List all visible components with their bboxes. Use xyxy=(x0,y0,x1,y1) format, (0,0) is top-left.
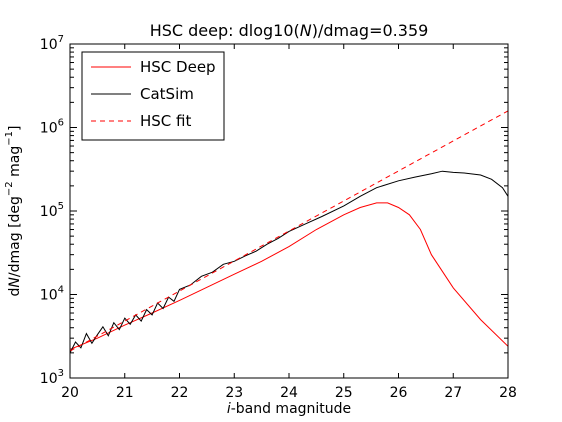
x-tick-label-4: 24 xyxy=(280,385,298,401)
chart-title: HSC deep: dlog10(N)/dmag=0.359 xyxy=(150,21,429,40)
series-lines xyxy=(70,110,508,354)
y-tick-label-3: 106 xyxy=(40,118,64,137)
y-tick-label-1: 104 xyxy=(40,285,64,304)
x-tick-label-5: 25 xyxy=(335,385,353,401)
series-line-hsc-fit xyxy=(70,110,508,352)
chart-title-suffix: )/dmag=0.359 xyxy=(312,21,429,40)
x-tick-label-8: 28 xyxy=(499,385,517,401)
legend: HSC Deep CatSim HSC fit xyxy=(81,51,225,141)
plot-frame xyxy=(69,43,509,379)
x-tick-label-6: 26 xyxy=(390,385,408,401)
y-tick-base-1: 10 xyxy=(40,288,58,304)
legend-label-2: HSC fit xyxy=(140,112,191,130)
y-tick-base-2: 10 xyxy=(40,204,58,220)
x-axis-label: i-band magnitude xyxy=(227,401,351,417)
x-tick-label-7: 27 xyxy=(444,385,462,401)
x-tick-label-0: 20 xyxy=(61,385,79,401)
series-line-hsc-deep xyxy=(70,202,508,350)
y-axis-label-symbol: N xyxy=(7,277,23,288)
y-tick-base-3: 10 xyxy=(40,121,58,137)
legend-label-1: CatSim xyxy=(140,85,194,103)
y-axis-label-exp2: −1 xyxy=(4,131,15,146)
y-axis-label-main: /dmag [deg xyxy=(7,196,23,277)
legend-label-0: HSC Deep xyxy=(140,58,216,76)
x-axis-label-symbol: i xyxy=(227,401,231,417)
x-tick-label-1: 21 xyxy=(116,385,134,401)
y-tick-exp-4: 7 xyxy=(58,34,64,45)
y-tick-label-4: 107 xyxy=(40,34,64,53)
y-tick-exp-2: 5 xyxy=(58,201,64,212)
y-tick-exp-1: 4 xyxy=(58,285,64,296)
y-tick-base-0: 10 xyxy=(40,371,58,387)
y-axis-label-mid: mag xyxy=(7,146,23,182)
x-tick-label-3: 23 xyxy=(225,385,243,401)
y-tick-base-4: 10 xyxy=(40,37,58,53)
x-axis-label-text: -band magnitude xyxy=(231,401,351,417)
y-tick-exp-0: 3 xyxy=(58,368,64,379)
y-tick-label-0: 103 xyxy=(40,368,64,387)
y-axis-label: dN/dmag [deg−2 mag−1] xyxy=(4,126,23,297)
y-tick-exp-3: 6 xyxy=(58,118,64,129)
chart-title-prefix: HSC deep: dlog10( xyxy=(150,21,300,40)
chart-title-symbol: N xyxy=(300,21,312,40)
y-axis-label-end: ] xyxy=(7,126,23,131)
y-axis-label-exp1: −2 xyxy=(4,181,15,196)
y-axis-label-prefix: d xyxy=(7,288,23,297)
series-line-catsim xyxy=(70,170,508,354)
y-tick-label-2: 105 xyxy=(40,201,64,220)
x-tick-label-2: 22 xyxy=(171,385,189,401)
